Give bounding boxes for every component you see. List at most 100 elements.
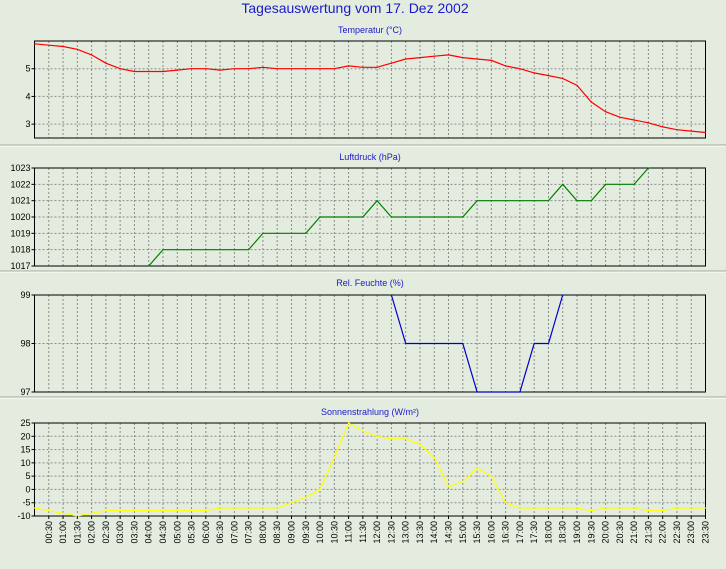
data-point <box>605 183 607 185</box>
x-tick-label: 03:30 <box>129 521 139 544</box>
data-point <box>233 249 235 251</box>
data-point <box>162 249 164 251</box>
data-point <box>290 232 293 234</box>
data-point <box>262 507 264 509</box>
data-point <box>490 200 492 202</box>
data-point <box>48 510 50 512</box>
y-tick-label: 3 <box>25 119 30 129</box>
data-point <box>433 342 435 345</box>
data-point <box>319 488 321 490</box>
data-point <box>262 232 264 234</box>
data-point <box>519 68 521 70</box>
data-point <box>533 200 535 202</box>
data-point <box>419 443 421 445</box>
data-point <box>305 496 307 498</box>
y-tick-label: 1021 <box>10 196 30 206</box>
y-tick-label: 1022 <box>10 179 30 189</box>
data-point <box>676 507 678 509</box>
data-point <box>690 507 692 509</box>
data-point <box>647 167 650 169</box>
data-point <box>276 68 278 70</box>
data-point <box>676 129 678 131</box>
data-point <box>419 342 421 345</box>
data-point <box>162 510 164 512</box>
series-line <box>34 43 706 134</box>
data-point <box>176 249 178 251</box>
x-tick-label: 10:00 <box>315 521 325 544</box>
x-tick-label: 02:30 <box>101 521 111 544</box>
data-point <box>319 68 321 70</box>
data-point <box>276 507 278 509</box>
data-point <box>190 249 193 251</box>
data-point <box>248 249 250 251</box>
x-tick-label: 15:30 <box>472 521 482 544</box>
panel-title: Temperatur (°C) <box>338 25 402 35</box>
data-point <box>462 342 464 345</box>
x-tick-label: 19:00 <box>572 521 582 544</box>
x-tick-label: 13:30 <box>415 521 425 544</box>
data-point <box>133 70 135 73</box>
x-tick-label: 04:30 <box>158 521 168 544</box>
data-point <box>619 507 621 509</box>
series-line <box>148 167 649 267</box>
panel-title: Rel. Feuchte (%) <box>336 278 404 288</box>
data-point <box>505 391 507 393</box>
x-tick-label: 23:30 <box>701 521 711 544</box>
data-point <box>476 391 478 393</box>
plot-frame <box>34 167 706 267</box>
data-point <box>390 294 392 296</box>
data-point <box>348 65 350 67</box>
data-point <box>704 507 707 509</box>
data-point <box>662 510 664 512</box>
data-point <box>405 438 407 440</box>
data-point <box>405 216 407 218</box>
x-tick-label: 21:00 <box>629 521 639 544</box>
data-point <box>233 507 235 509</box>
y-tick-label: 1019 <box>10 228 30 238</box>
x-tick-label: 07:00 <box>229 521 239 544</box>
data-point <box>419 57 421 59</box>
panel-title: Sonnenstrahlung (W/m²) <box>321 407 419 417</box>
y-tick-label: 98 <box>20 339 30 349</box>
data-point <box>519 507 521 509</box>
data-point <box>562 294 564 296</box>
x-tick-label: 16:30 <box>501 521 511 544</box>
x-tick-label: 08:00 <box>258 521 268 544</box>
data-point <box>91 54 93 56</box>
data-point <box>148 510 150 512</box>
x-tick-label: 08:30 <box>272 521 282 544</box>
data-point <box>576 84 578 86</box>
x-tick-label: 17:00 <box>515 521 525 544</box>
x-tick-label: 09:30 <box>301 521 311 544</box>
data-point <box>447 54 450 56</box>
y-tick-label: 1017 <box>10 261 30 271</box>
data-point <box>148 265 150 267</box>
data-point <box>433 456 435 459</box>
data-point <box>490 391 492 393</box>
data-point <box>390 62 392 64</box>
data-point <box>219 69 221 71</box>
y-tick-label: 1018 <box>10 245 30 255</box>
y-tick-label: 5 <box>25 64 30 74</box>
data-point <box>248 68 250 70</box>
data-point <box>533 342 535 345</box>
data-point <box>490 59 492 62</box>
data-point <box>248 507 250 509</box>
x-tick-label: 18:00 <box>543 521 553 544</box>
data-point <box>105 62 107 64</box>
data-point <box>605 111 607 113</box>
x-tick-label: 20:00 <box>601 521 611 544</box>
x-tick-label: 01:00 <box>58 521 68 544</box>
data-point <box>476 58 478 60</box>
y-tick-label: 4 <box>25 91 30 101</box>
data-point <box>690 130 692 132</box>
x-tick-label: 17:30 <box>529 521 539 544</box>
data-point <box>219 507 221 509</box>
data-point <box>547 342 550 345</box>
x-tick-label: 05:30 <box>187 521 197 544</box>
data-point <box>190 510 193 512</box>
data-point <box>633 183 635 185</box>
data-point <box>290 68 293 70</box>
